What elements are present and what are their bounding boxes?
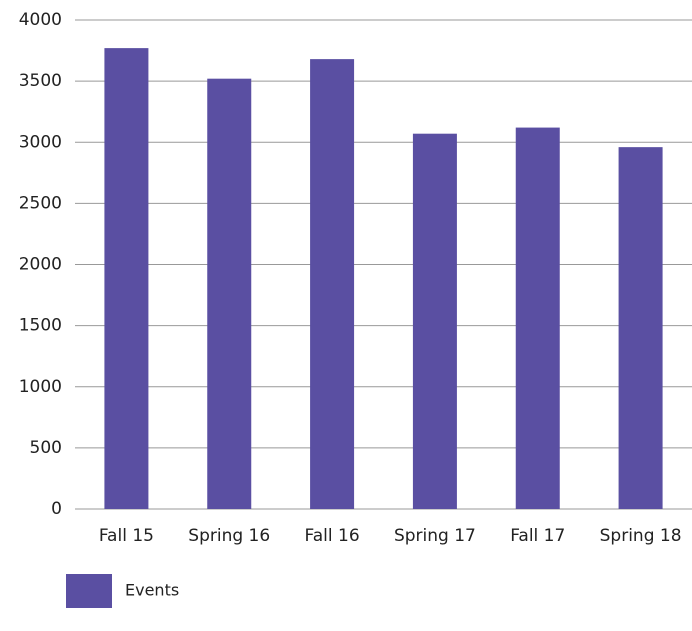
y-tick-label: 3000 xyxy=(19,132,62,152)
y-tick-label: 2000 xyxy=(19,255,62,275)
y-tick-label: 2500 xyxy=(19,193,62,213)
y-tick-label: 1000 xyxy=(19,377,62,397)
x-tick-label: Fall 17 xyxy=(510,526,565,546)
bar xyxy=(207,78,252,510)
bar xyxy=(104,48,149,510)
bar xyxy=(515,127,560,509)
x-tick-label: Spring 16 xyxy=(188,526,270,546)
bar xyxy=(412,133,457,509)
x-tick-label: Spring 18 xyxy=(600,526,682,546)
x-tick-label: Fall 16 xyxy=(305,526,360,546)
bar xyxy=(310,59,355,510)
x-tick-label: Fall 15 xyxy=(99,526,154,546)
bar xyxy=(618,147,663,509)
y-tick-label: 4000 xyxy=(19,10,62,30)
x-tick-label: Spring 17 xyxy=(394,526,476,546)
y-tick-label: 500 xyxy=(30,438,62,458)
legend-swatch xyxy=(66,574,112,608)
y-tick-label: 1500 xyxy=(19,316,62,336)
y-tick-label: 0 xyxy=(51,499,62,519)
y-tick-label: 3500 xyxy=(19,71,62,91)
legend-label: Events xyxy=(125,581,179,600)
